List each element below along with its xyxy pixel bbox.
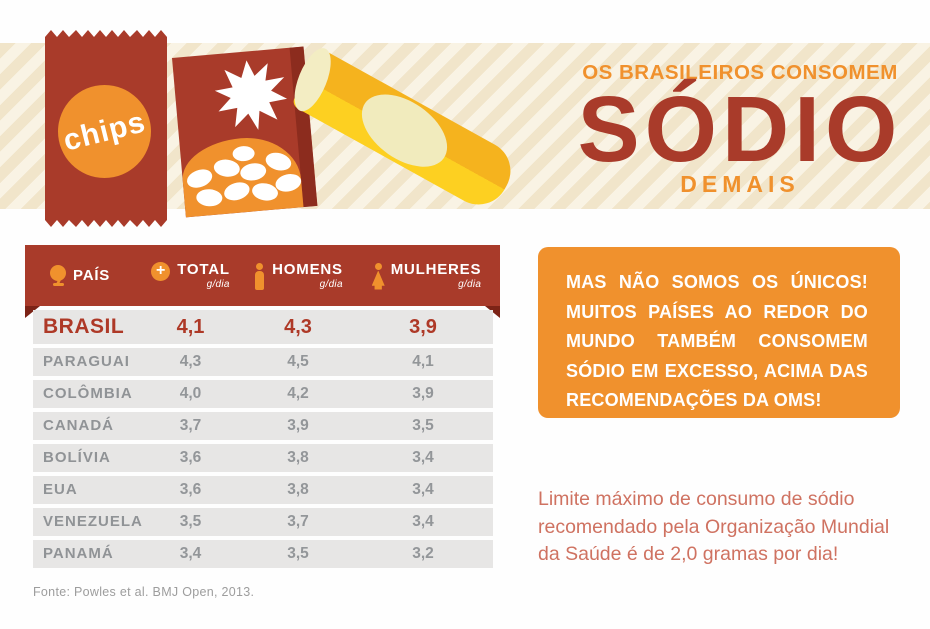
homens-cell: 4,3 [284,316,312,338]
table-row-venezuela: VENEZUELA 3,5 3,7 3,4 [33,508,493,536]
country-cell: CANADÁ [43,417,114,434]
chip-icon [239,161,268,183]
chip-icon [221,179,252,204]
total-cell: 3,4 [179,545,202,562]
mulheres-cell: 3,9 [409,316,437,338]
table-row-panama: PANAMÁ 3,4 3,5 3,2 [33,540,493,568]
homens-cell: 3,5 [287,545,309,562]
table-row-paraguai: PARAGUAI 4,3 4,5 4,1 [33,348,493,376]
source-note: Fonte: Powles et al. BMJ Open, 2013. [33,585,255,599]
homens-cell: 3,7 [287,513,309,530]
mulheres-cell: 4,1 [412,353,434,370]
table-row-colombia: COLÔMBIA 4,0 4,2 3,9 [33,380,493,408]
column-label-pais: PAÍS [73,266,111,284]
column-header-mulheres: MULHERES g/dia [353,260,500,290]
table-row-brasil: BRASIL 4,1 4,3 3,9 [33,310,493,344]
mulheres-cell: 3,5 [412,417,434,434]
callout-box: MAS NÃO SOMOS OS ÚNICOS! MUITOS PAÍSES A… [538,247,900,418]
table-header: PAÍS TOTAL g/dia HOMENS g/dia MULHERES g… [25,245,500,306]
column-label-mulheres: MULHERES [390,260,482,278]
column-unit-homens: g/dia [319,278,343,290]
snack-box-icon [172,46,318,218]
mulheres-cell: 3,4 [412,481,434,498]
column-unit-mulheres: g/dia [458,278,482,290]
total-cell: 3,5 [179,513,202,530]
total-cell: 4,0 [179,385,202,402]
chip-icon [232,145,255,162]
total-cell: 4,1 [176,316,205,338]
man-icon [253,262,265,290]
title-subtitle: DEMAIS [680,171,800,197]
homens-cell: 4,5 [287,353,309,370]
chip-icon [212,158,241,179]
column-header-pais: PAÍS [33,264,138,287]
column-label-homens: HOMENS [272,260,343,278]
chip-icon [184,166,215,191]
total-cell: 3,7 [179,417,202,434]
homens-cell: 3,9 [287,417,309,434]
globe-icon [50,264,66,286]
country-cell: BOLÍVIA [43,449,111,466]
country-cell: COLÔMBIA [43,385,133,402]
total-cell: 3,6 [179,481,202,498]
chips-badge: chips [58,85,151,178]
mulheres-cell: 3,4 [412,449,434,466]
column-label-total: TOTAL [177,260,230,278]
table-row-canada: CANADÁ 3,7 3,9 3,5 [33,412,493,440]
mulheres-cell: 3,4 [412,513,434,530]
chip-icon [263,150,294,174]
homens-cell: 4,2 [287,385,309,402]
callout-text: MAS NÃO SOMOS OS ÚNICOS! MUITOS PAÍSES A… [566,272,868,410]
homens-cell: 3,8 [287,481,309,498]
total-cell: 3,6 [179,449,202,466]
mulheres-cell: 3,9 [412,385,434,402]
column-header-homens: HOMENS g/dia [243,260,353,290]
country-cell: EUA [43,481,78,498]
homens-cell: 3,8 [287,449,309,466]
column-header-total: TOTAL g/dia [138,260,243,290]
sodium-table-body: BRASIL 4,1 4,3 3,9 PARAGUAI 4,3 4,5 4,1 … [33,310,493,572]
page-title: SÓDIO [577,77,903,181]
snack-box-window [179,133,304,218]
country-cell: BRASIL [43,315,125,338]
chip-icon [273,171,303,195]
country-cell: PARAGUAI [43,353,130,370]
title-block: OS BRASILEIROS CONSOMEM SÓDIO DEMAIS [552,62,928,198]
column-unit-total: g/dia [206,278,230,290]
chips-bag-label: chips [59,104,149,158]
mulheres-cell: 3,2 [412,545,434,562]
chips-bag-icon: chips [45,30,167,227]
woman-icon [372,262,384,290]
chip-icon [195,188,223,207]
country-cell: VENEZUELA [43,513,143,530]
plus-icon [151,261,171,281]
table-row-eua: EUA 3,6 3,8 3,4 [33,476,493,504]
table-row-bolivia: BOLÍVIA 3,6 3,8 3,4 [33,444,493,472]
limit-note: Limite máximo de consumo de sódio recome… [538,488,890,565]
total-cell: 4,3 [179,353,202,370]
country-cell: PANAMÁ [43,545,114,562]
starburst-icon [214,60,288,130]
title-kicker: OS BRASILEIROS CONSOMEM [582,61,898,84]
